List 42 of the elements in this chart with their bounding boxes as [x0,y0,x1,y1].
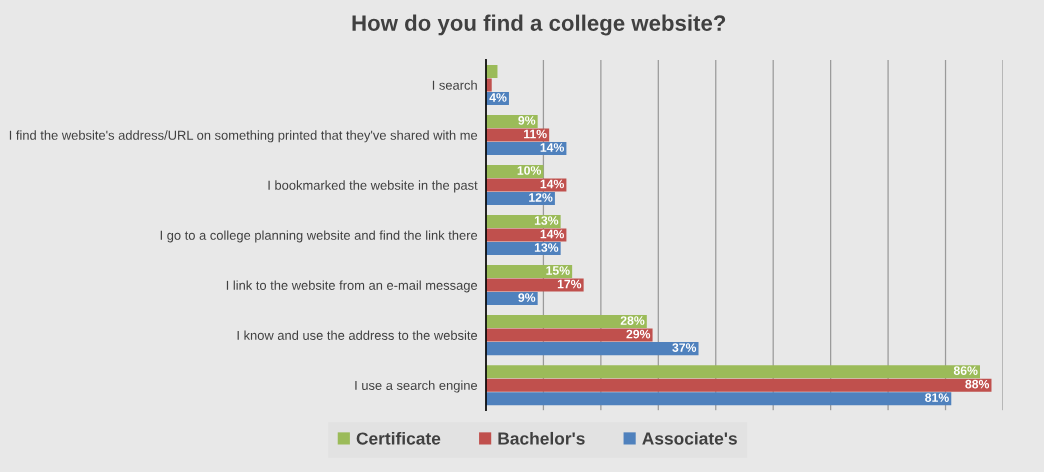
data-label: 4% [489,93,507,102]
bar [485,228,567,242]
bar [485,315,647,329]
data-label: 11% [524,129,547,139]
data-label: 81% [925,393,949,402]
bar [485,265,573,279]
data-label: 13% [534,243,559,252]
data-label: 9% [518,116,536,125]
bar [485,328,653,342]
y-tick-label: I go to a college planning website and find the link there [160,230,478,243]
data-label: 14% [540,179,564,189]
bar [485,278,584,292]
legend-label: Associate's [642,431,737,445]
bar [485,142,567,155]
y-tick-label: I search [432,80,477,90]
data-label: 9% [518,293,536,302]
bar [485,342,699,356]
y-tick-label: I bookmarked the website in the past [268,180,478,193]
data-label: 28% [620,316,645,325]
data-label: 10% [517,166,542,175]
legend-label: Certificate [356,431,441,445]
data-label: 17% [557,279,582,289]
y-tick-label: I know and use the address to the website [237,330,478,340]
data-label: 15% [546,266,570,275]
data-label: 14% [540,229,564,239]
chart-title: How do you find a college website? [352,14,726,36]
data-label: 14% [540,143,564,152]
data-label: 86% [953,366,978,375]
bar [485,378,992,392]
legend-label: Bachelor's [498,431,585,445]
bar [485,365,980,379]
data-label: 29% [626,329,651,339]
bar [485,215,561,229]
bar [485,178,567,192]
data-label: 13% [534,216,559,225]
y-tick-label: I use a search engine [355,380,478,393]
data-label: 37% [672,343,697,352]
data-label: 88% [965,379,990,389]
data-label: 12% [529,193,553,202]
bar [485,392,952,406]
y-tick-label: I find the website's address/URL on something printed that they've shared with me [9,130,478,143]
y-tick-label: I link to the website from an e-mail message [226,280,478,293]
